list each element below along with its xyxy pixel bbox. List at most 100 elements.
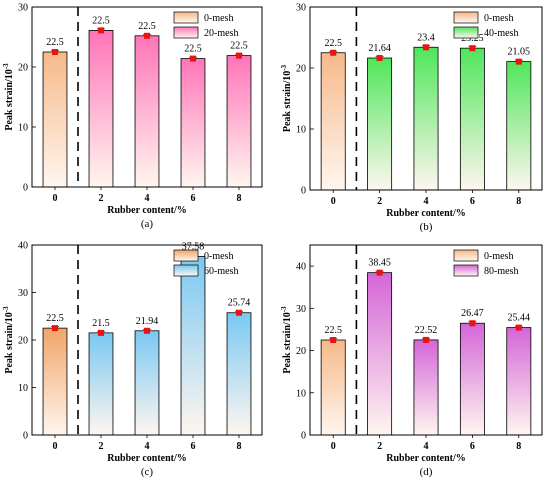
data-label: 22.5 [46,37,64,48]
data-label: 23.25 [461,33,484,44]
data-marker [98,329,104,336]
bar [367,272,393,436]
data-label: 21.5 [92,318,110,329]
y-tick-label: 40 [296,262,306,273]
y-tick-label: 30 [18,288,28,299]
data-marker [515,58,522,65]
data-label: 25.74 [228,298,251,309]
y-axis-title-exponent: -3 [2,63,10,69]
data-label: 38.45 [368,258,391,269]
y-tick-label: 20 [18,336,28,347]
x-tick-label: 2 [377,196,382,207]
x-tick-label: 4 [424,196,429,207]
data-marker [52,49,58,55]
bar [134,330,160,436]
plot-frame [309,244,543,436]
x-tick-label: 6 [470,441,475,452]
chart-panel-2: 22.5 0 21.5 2 21.94 4 37.58 6 25.74 8 0 10 20 30 40 Rub… [2,241,263,478]
bar [180,256,206,436]
chart-panel-0: 22.5 0 22.5 2 22.5 4 22.5 6 22.5 8 0 10 20 30 Rubber c… [2,3,263,230]
y-axis-title-text: Peak strain/10 [4,312,15,373]
data-label: 21.94 [136,316,159,327]
y-tick-label: 30 [18,3,28,14]
data-label: 22.5 [92,15,110,26]
data-marker [330,49,337,56]
legend: 0-mesh 40-mesh [453,11,518,39]
y-axis-title: Peak strain/10-3 [2,306,15,374]
legend: 0-mesh 20-mesh [173,11,238,39]
data-marker [423,336,429,343]
y-tick-label: 0 [301,186,306,197]
bar [180,58,206,188]
legend-label: 60-mesh [204,266,238,277]
chart-panel-3: 22.5 0 38.45 2 22.52 4 26.47 6 25.44 8 0 10 20 30 40 Ru… [280,244,543,478]
legend-swatch [453,26,479,39]
x-axis-title: Rubber content/% [386,208,466,219]
bar [88,29,114,188]
legend-swatch [173,264,199,277]
y-tick-label: 10 [296,125,306,136]
bar [320,339,346,436]
data-marker [144,32,150,39]
x-tick-label: 2 [99,193,104,204]
y-tick-label: 10 [296,388,306,399]
bar [134,35,160,188]
x-tick-label: 4 [424,441,429,452]
legend-swatch [453,264,479,277]
data-label: 37.58 [182,241,205,252]
bar [506,61,532,191]
x-tick-label: 8 [516,441,521,452]
y-tick-label: 30 [296,3,306,14]
y-axis-title-exponent: -3 [280,64,288,70]
legend-swatch [173,249,199,262]
legend-label: 0-mesh [204,251,233,262]
data-marker [236,309,242,316]
data-label: 26.47 [461,308,484,319]
panel-label: (c) [141,466,154,478]
bar [226,312,252,436]
y-axis-title-exponent: -3 [2,306,10,312]
data-marker [190,55,196,62]
data-label: 22.5 [324,38,342,49]
data-marker [376,54,383,61]
data-marker [469,320,476,327]
bar [88,332,114,436]
data-marker [98,27,104,34]
y-tick-label: 30 [296,304,306,315]
data-marker [144,327,150,334]
y-axis-title: Peak strain/10-3 [2,63,15,131]
legend-label: 40-mesh [484,28,518,39]
x-tick-label: 8 [237,441,242,452]
x-tick-label: 0 [331,441,336,452]
x-tick-label: 4 [145,193,150,204]
y-tick-label: 10 [18,123,28,134]
y-axis-title-text: Peak strain/10 [4,69,15,130]
legend: 0-mesh 60-mesh [173,249,238,277]
x-tick-label: 8 [516,196,521,207]
bar [367,57,393,191]
plot-frame [31,6,263,188]
bar [42,51,68,188]
y-axis-title: Peak strain/10-3 [280,64,293,132]
panel-label: (a) [141,218,154,230]
x-tick-label: 4 [145,441,150,452]
plot-frame [309,6,543,191]
data-label: 22.5 [324,325,342,336]
data-marker [376,269,383,276]
bar [226,55,252,188]
data-marker [236,52,242,59]
bar [413,339,439,436]
data-marker [330,337,337,343]
bar [320,52,346,191]
legend-label: 0-mesh [484,251,513,262]
y-tick-label: 40 [18,241,28,252]
y-tick-label: 10 [18,383,28,394]
data-marker [423,44,429,51]
y-tick-label: 0 [23,431,28,442]
y-tick-label: 0 [23,183,28,194]
x-tick-label: 8 [237,193,242,204]
data-marker [469,45,476,52]
data-label: 22.5 [46,313,64,324]
data-label: 22.5 [230,41,248,52]
